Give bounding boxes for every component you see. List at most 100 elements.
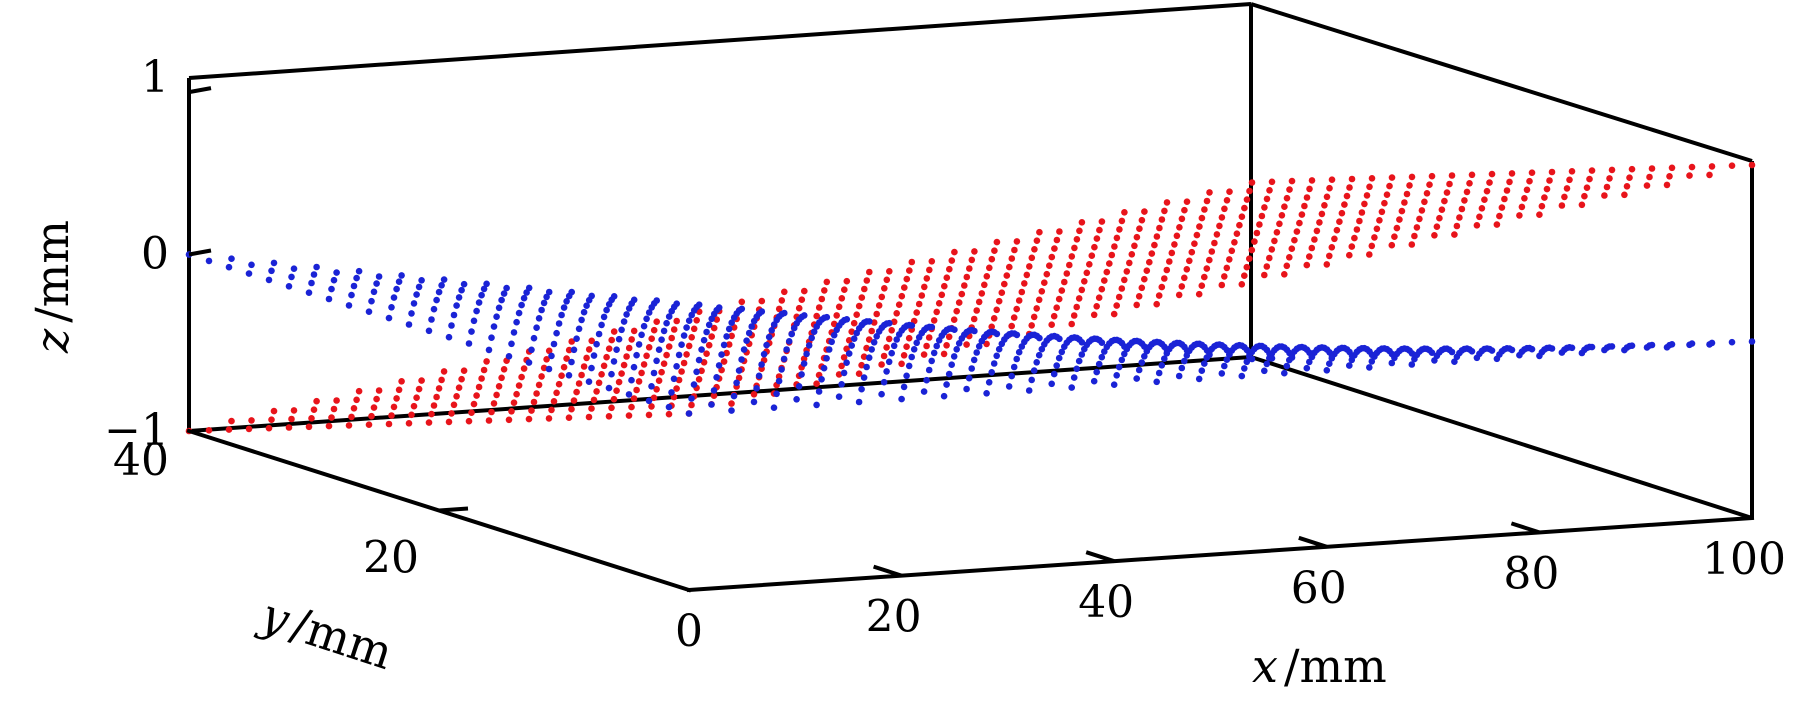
point bbox=[670, 375, 678, 383]
point bbox=[728, 400, 735, 407]
point bbox=[1223, 197, 1231, 204]
point bbox=[438, 282, 445, 289]
point bbox=[1195, 375, 1203, 383]
point bbox=[1068, 320, 1075, 328]
point bbox=[848, 342, 855, 349]
point bbox=[875, 302, 883, 309]
point bbox=[568, 338, 575, 345]
point bbox=[693, 368, 700, 376]
point bbox=[1110, 310, 1118, 318]
point bbox=[655, 346, 663, 354]
point bbox=[758, 361, 765, 368]
point bbox=[723, 349, 730, 357]
point bbox=[818, 376, 825, 383]
point bbox=[1428, 172, 1436, 180]
point bbox=[1256, 221, 1263, 228]
point bbox=[1075, 357, 1083, 365]
point bbox=[683, 324, 690, 331]
point bbox=[1266, 187, 1273, 194]
point bbox=[658, 368, 665, 376]
point bbox=[1163, 199, 1171, 206]
point bbox=[1201, 206, 1208, 213]
point bbox=[866, 268, 873, 276]
point bbox=[555, 380, 563, 388]
point bbox=[930, 317, 938, 324]
point bbox=[553, 389, 560, 397]
point bbox=[370, 404, 378, 411]
point bbox=[923, 275, 931, 282]
point bbox=[1028, 322, 1035, 329]
point bbox=[1131, 242, 1138, 250]
point bbox=[1526, 177, 1533, 185]
point bbox=[1363, 192, 1371, 199]
point bbox=[1308, 353, 1316, 361]
point bbox=[700, 336, 708, 344]
point bbox=[845, 350, 853, 357]
point bbox=[988, 255, 996, 263]
point bbox=[625, 344, 633, 352]
point bbox=[1708, 163, 1716, 170]
point bbox=[900, 352, 908, 359]
point bbox=[1268, 246, 1276, 253]
point bbox=[1011, 246, 1018, 254]
point bbox=[1223, 356, 1231, 364]
point bbox=[1528, 169, 1536, 176]
point bbox=[1118, 285, 1126, 292]
point bbox=[1328, 244, 1336, 251]
point bbox=[810, 328, 818, 336]
point bbox=[1351, 234, 1358, 242]
point bbox=[990, 315, 998, 322]
point bbox=[665, 403, 673, 411]
point bbox=[1221, 205, 1228, 213]
point bbox=[510, 399, 518, 407]
point bbox=[480, 285, 488, 293]
point bbox=[768, 327, 775, 334]
point bbox=[770, 404, 778, 412]
point bbox=[1158, 362, 1166, 369]
point bbox=[855, 302, 863, 310]
point bbox=[1041, 279, 1048, 287]
point bbox=[1183, 198, 1191, 205]
point bbox=[515, 382, 523, 389]
point bbox=[1453, 222, 1461, 230]
point bbox=[1566, 176, 1573, 184]
point bbox=[1548, 168, 1556, 176]
point bbox=[1031, 246, 1038, 253]
point bbox=[1443, 189, 1451, 196]
point bbox=[1431, 232, 1438, 239]
point bbox=[650, 394, 658, 402]
point bbox=[1288, 354, 1296, 361]
point bbox=[573, 388, 580, 396]
point bbox=[1293, 228, 1301, 235]
point bbox=[565, 414, 573, 422]
point bbox=[951, 326, 958, 334]
point bbox=[1728, 338, 1736, 346]
point bbox=[913, 339, 920, 347]
point bbox=[538, 306, 545, 314]
point bbox=[1186, 257, 1193, 265]
point bbox=[433, 393, 440, 401]
point bbox=[353, 396, 360, 404]
point bbox=[598, 371, 605, 378]
point bbox=[618, 370, 625, 377]
point bbox=[1536, 211, 1543, 218]
point bbox=[413, 291, 420, 298]
point bbox=[1023, 271, 1031, 279]
point bbox=[1546, 177, 1553, 184]
point bbox=[1606, 175, 1613, 182]
point bbox=[880, 378, 888, 386]
point bbox=[628, 376, 635, 384]
point bbox=[881, 285, 888, 292]
point bbox=[1368, 351, 1376, 359]
point bbox=[1015, 297, 1023, 304]
point bbox=[1035, 351, 1043, 359]
x-tick bbox=[1510, 521, 1541, 535]
point bbox=[1663, 181, 1671, 189]
point bbox=[1518, 203, 1526, 211]
point bbox=[525, 284, 533, 292]
point bbox=[873, 333, 880, 340]
point bbox=[205, 427, 213, 434]
point bbox=[430, 305, 438, 313]
point bbox=[648, 383, 655, 390]
point bbox=[605, 345, 613, 353]
